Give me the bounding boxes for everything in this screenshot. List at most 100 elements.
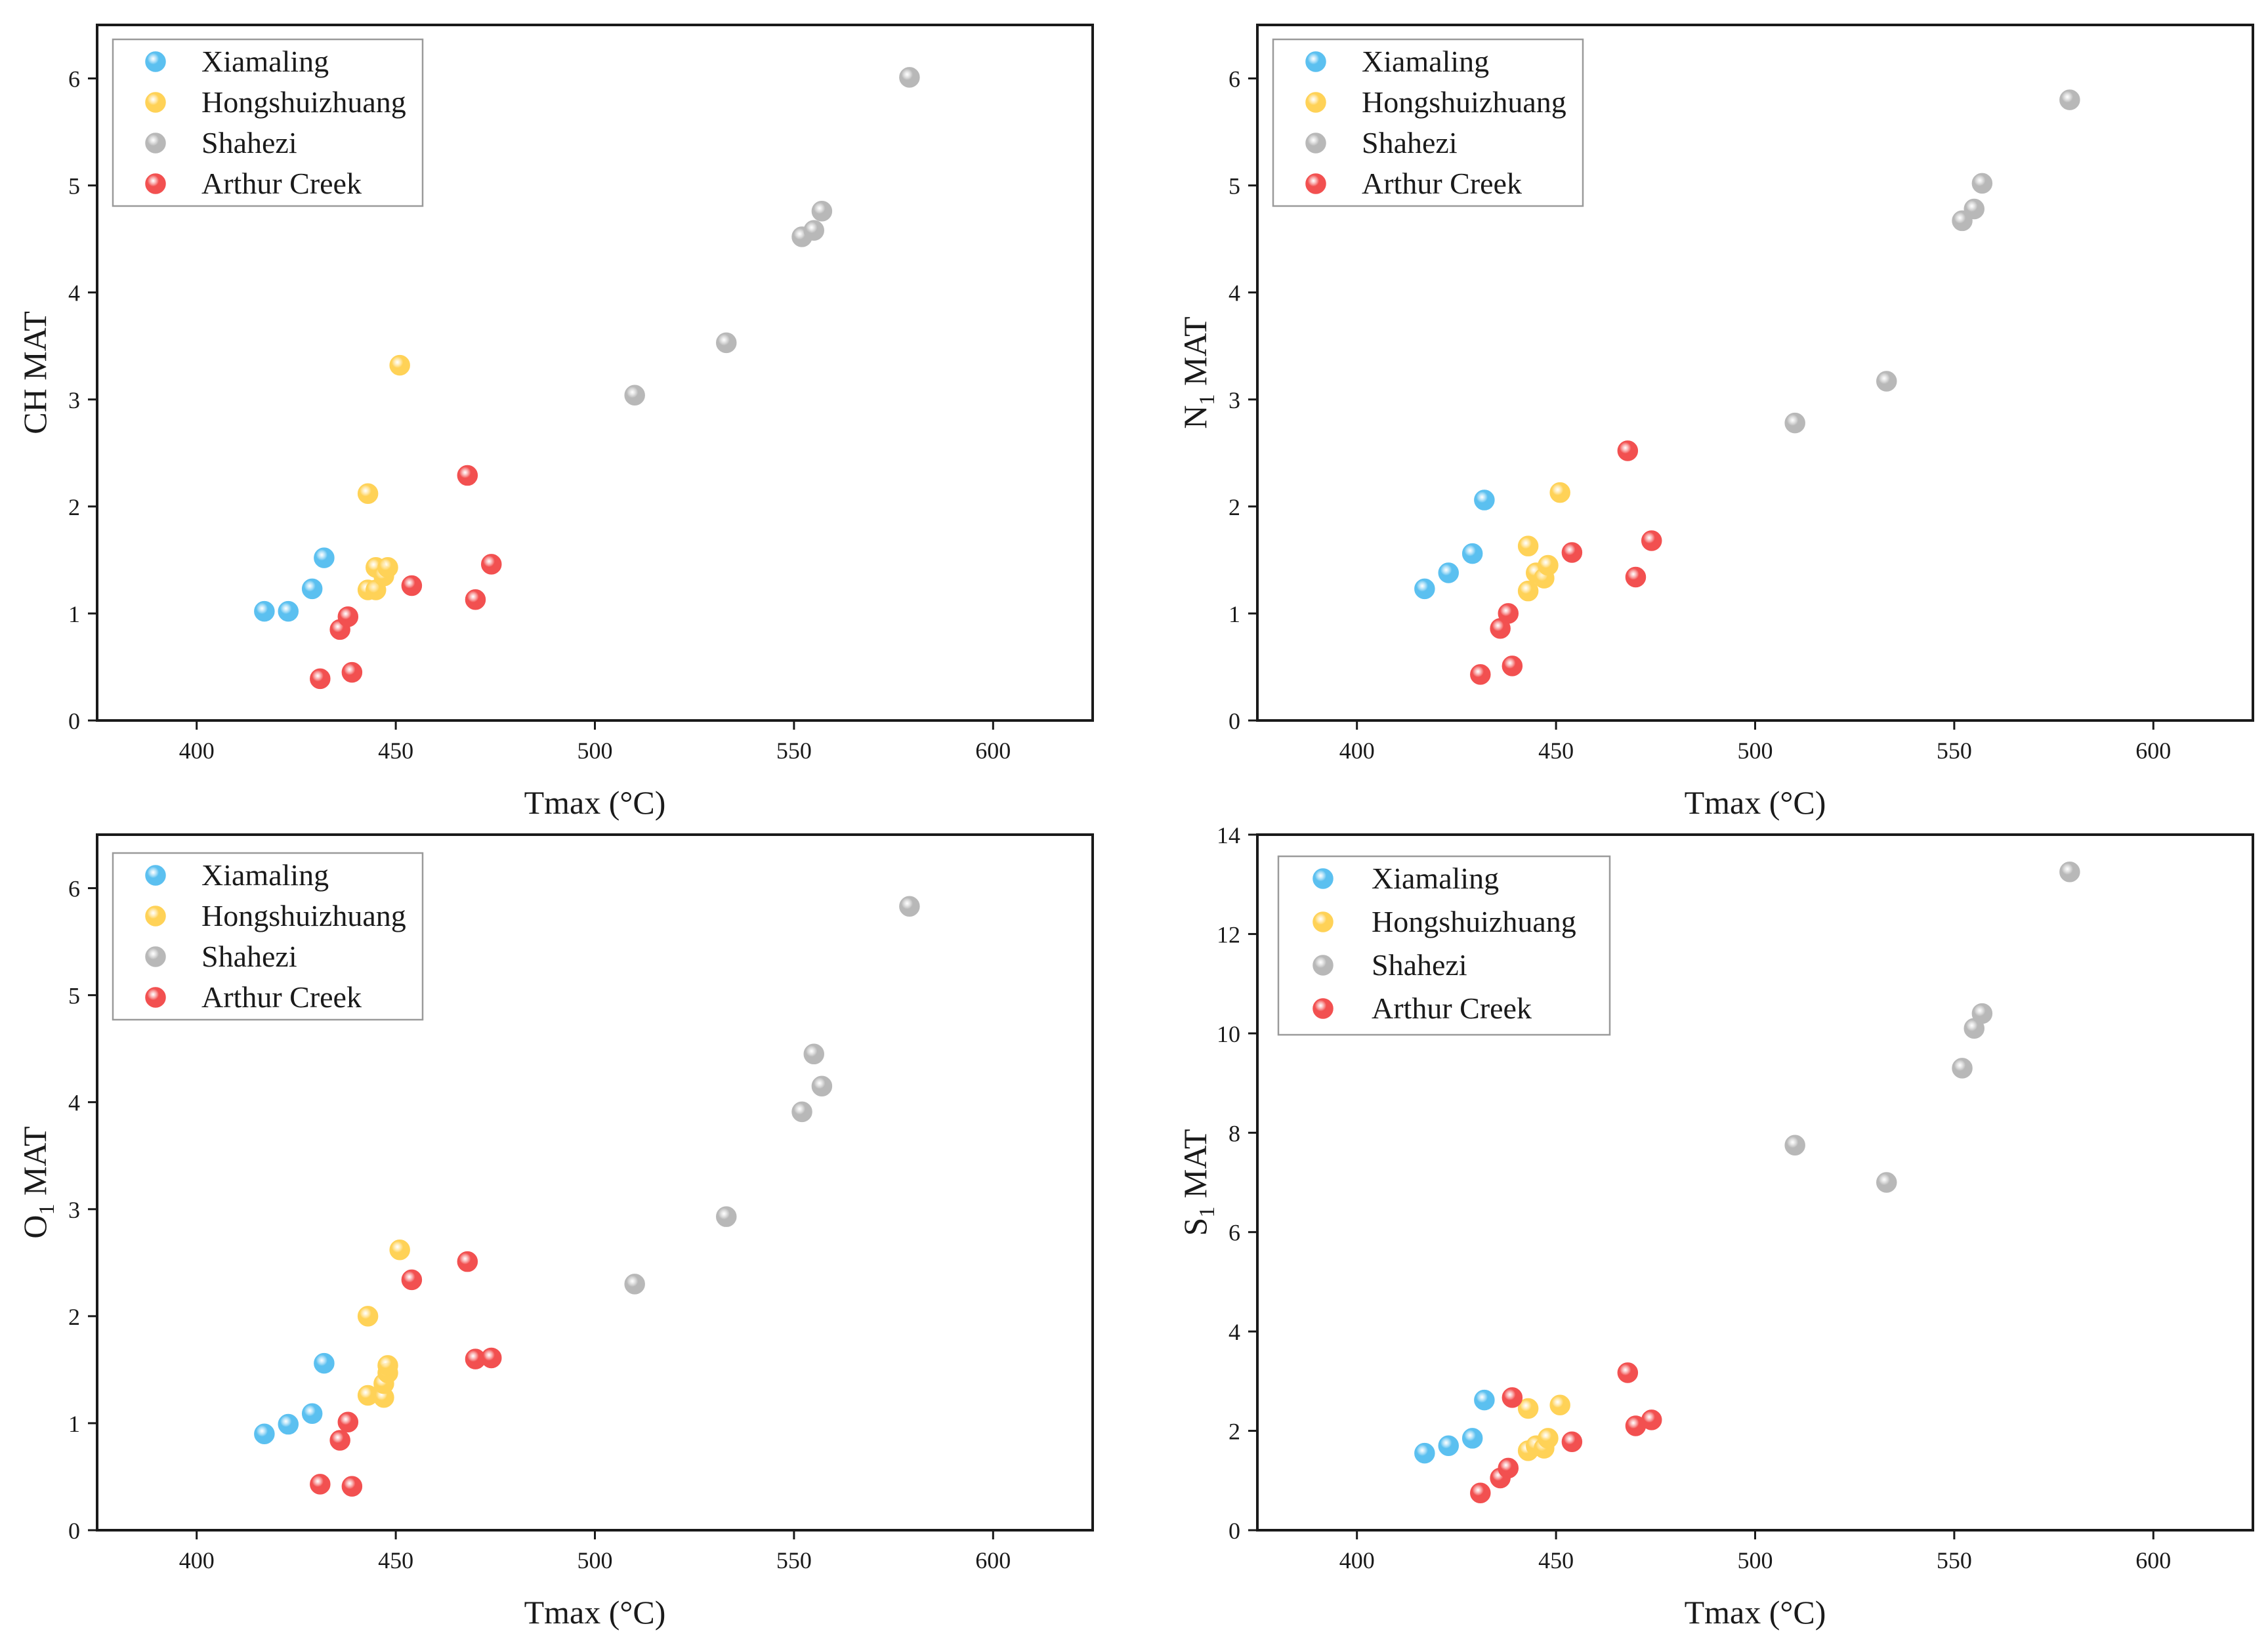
data-point — [357, 483, 379, 505]
legend-marker — [1312, 998, 1334, 1019]
data-point — [389, 354, 410, 376]
data-point — [1517, 1398, 1539, 1419]
y-tick-label: 4 — [68, 280, 80, 306]
data-point — [1641, 530, 1662, 551]
data-point — [377, 1355, 398, 1376]
x-tick-label: 500 — [578, 1547, 613, 1574]
y-tick-label: 10 — [1217, 1021, 1240, 1047]
y-axis-title-main: O — [16, 1215, 53, 1238]
y-tick-label: 14 — [1217, 822, 1240, 848]
legend-label: Xiamaling — [201, 858, 329, 892]
series-arthur-creek — [310, 1251, 502, 1497]
y-axis-title-subscript: 1 — [1195, 1207, 1219, 1218]
y-axis-title: N1 MAT — [1177, 316, 1219, 428]
legend-marker — [145, 51, 166, 72]
data-point — [341, 661, 363, 683]
legend-label: Xiamaling — [1372, 862, 1499, 895]
legend-marker — [1305, 51, 1326, 72]
data-point — [1625, 566, 1647, 588]
data-point — [480, 554, 502, 575]
x-tick-label: 600 — [975, 738, 1011, 764]
y-tick-label: 6 — [1228, 66, 1240, 93]
y-axis-title: O1 MAT — [16, 1126, 59, 1238]
data-point — [803, 1043, 824, 1065]
y-tick-label: 3 — [68, 1197, 80, 1223]
series-arthur-creek — [310, 465, 502, 690]
legend-label: Shahezi — [201, 126, 297, 159]
data-point — [715, 332, 737, 354]
x-axis-title: Tmax (°C) — [524, 784, 666, 821]
data-point — [1549, 482, 1570, 503]
y-axis-title-subscript: 1 — [35, 1203, 59, 1215]
data-point — [337, 606, 359, 627]
data-point — [401, 1269, 423, 1291]
data-point — [278, 600, 299, 622]
legend-label: Hongshuizhuang — [201, 85, 406, 119]
data-point — [1784, 1135, 1805, 1156]
series-shahezi — [1784, 862, 2080, 1193]
data-point — [1474, 1389, 1495, 1411]
y-tick-label: 1 — [68, 1411, 80, 1437]
data-point — [377, 557, 398, 578]
series-hongshuizhuang — [1517, 1394, 1570, 1461]
data-point — [254, 1423, 275, 1444]
data-point — [465, 589, 486, 610]
series-hongshuizhuang — [357, 1239, 410, 1408]
series-xiamaling — [254, 1352, 335, 1444]
x-tick-label: 400 — [1339, 1547, 1375, 1574]
y-tick-label: 12 — [1217, 921, 1240, 948]
data-point — [791, 1101, 812, 1123]
data-point — [1470, 664, 1491, 685]
data-point — [401, 575, 423, 596]
data-point — [1964, 198, 1984, 220]
data-point — [1561, 1431, 1583, 1452]
y-tick-label: 6 — [68, 876, 80, 902]
data-point — [1971, 1003, 1993, 1024]
x-axis-title: Tmax (°C) — [524, 1594, 666, 1631]
legend-marker — [1305, 92, 1326, 113]
legend-label: Shahezi — [201, 940, 297, 973]
y-tick-label: 2 — [68, 494, 80, 520]
data-point — [624, 385, 645, 406]
data-point — [1549, 1394, 1570, 1415]
data-point — [329, 1430, 350, 1451]
legend-label: Arthur Creek — [1372, 991, 1532, 1025]
y-tick-label: 3 — [1228, 387, 1240, 413]
data-point — [1617, 1362, 1639, 1383]
series-hongshuizhuang — [357, 354, 410, 600]
y-tick-label: 8 — [1228, 1120, 1240, 1146]
data-point — [1414, 578, 1435, 600]
data-point — [899, 67, 920, 88]
data-point — [1876, 371, 1897, 392]
x-tick-label: 600 — [975, 1547, 1011, 1574]
legend-label: Hongshuizhuang — [1362, 85, 1566, 119]
data-point — [1498, 603, 1519, 624]
x-axis-title: Tmax (°C) — [1685, 784, 1826, 821]
legend-marker — [145, 865, 166, 886]
x-tick-label: 400 — [1339, 738, 1375, 764]
y-axis-title-main: CH MAT — [16, 311, 53, 434]
y-axis-title-suffix: MAT — [16, 1126, 53, 1203]
legend-marker — [1305, 133, 1326, 154]
data-point — [715, 1206, 737, 1227]
data-point — [1474, 490, 1495, 511]
x-tick-label: 550 — [776, 1547, 812, 1574]
legend-box — [112, 38, 424, 207]
legend-box — [112, 852, 424, 1021]
x-tick-label: 400 — [179, 738, 215, 764]
data-point — [1517, 535, 1539, 556]
y-tick-label: 5 — [68, 983, 80, 1009]
y-axis-title-subscript: 1 — [1195, 394, 1219, 405]
data-point — [624, 1274, 645, 1295]
series-shahezi — [624, 896, 920, 1295]
y-tick-label: 2 — [1228, 1419, 1240, 1445]
data-point — [811, 1075, 833, 1096]
legend-marker — [145, 946, 166, 967]
y-tick-label: 6 — [68, 66, 80, 93]
chart-panel-4: 400 450 500 550 600 0 2 4 6 8 10 12 14 Tmax (°C) S1 MA… — [1177, 822, 2254, 1631]
y-tick-label: 0 — [1228, 1518, 1240, 1544]
x-tick-label: 500 — [1738, 1547, 1773, 1574]
data-point — [1517, 580, 1539, 602]
data-point — [1502, 656, 1523, 677]
